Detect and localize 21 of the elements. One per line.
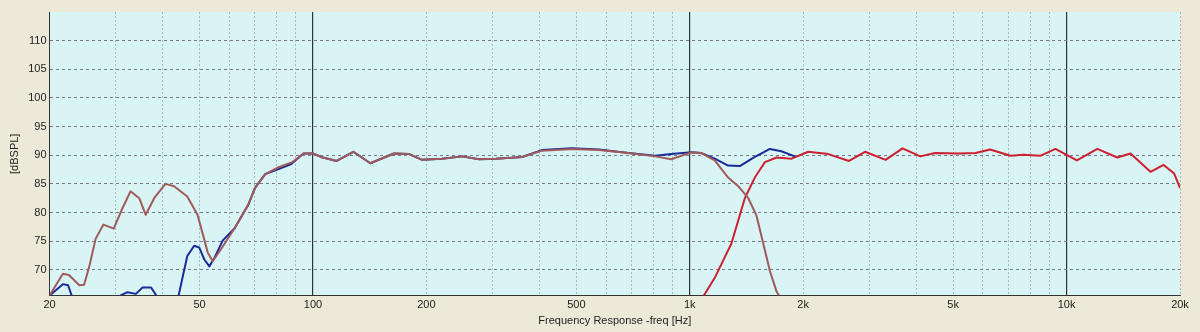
x-tick-label: 100 (303, 298, 323, 311)
x-tick-label: 50 (193, 298, 206, 311)
x-tick-label: 20k (1171, 298, 1190, 311)
x-tick-label: 2k (797, 298, 810, 311)
x-tick-label: 5k (947, 298, 960, 311)
x-axis-title: Frequency Response -freq [Hz] (538, 314, 692, 327)
x-tick-label: 20 (43, 298, 56, 311)
y-tick-label: 75 (34, 234, 47, 247)
x-tick-label: 1k (683, 298, 697, 311)
y-tick-label: 110 (29, 33, 47, 46)
x-tick-label: 500 (567, 298, 586, 311)
y-tick-label: 105 (28, 62, 47, 75)
x-tick-label: 10k (1057, 298, 1076, 311)
y-tick-label: 70 (34, 262, 47, 275)
y-tick-label: 85 (34, 176, 47, 189)
x-tick-label: 200 (417, 298, 436, 311)
y-tick-label: 100 (28, 90, 47, 103)
y-tick-label: 95 (34, 119, 47, 132)
y-axis-title: [dBSPL] (7, 133, 20, 174)
y-tick-label: 90 (34, 148, 47, 161)
y-tick-label: 80 (34, 205, 47, 218)
